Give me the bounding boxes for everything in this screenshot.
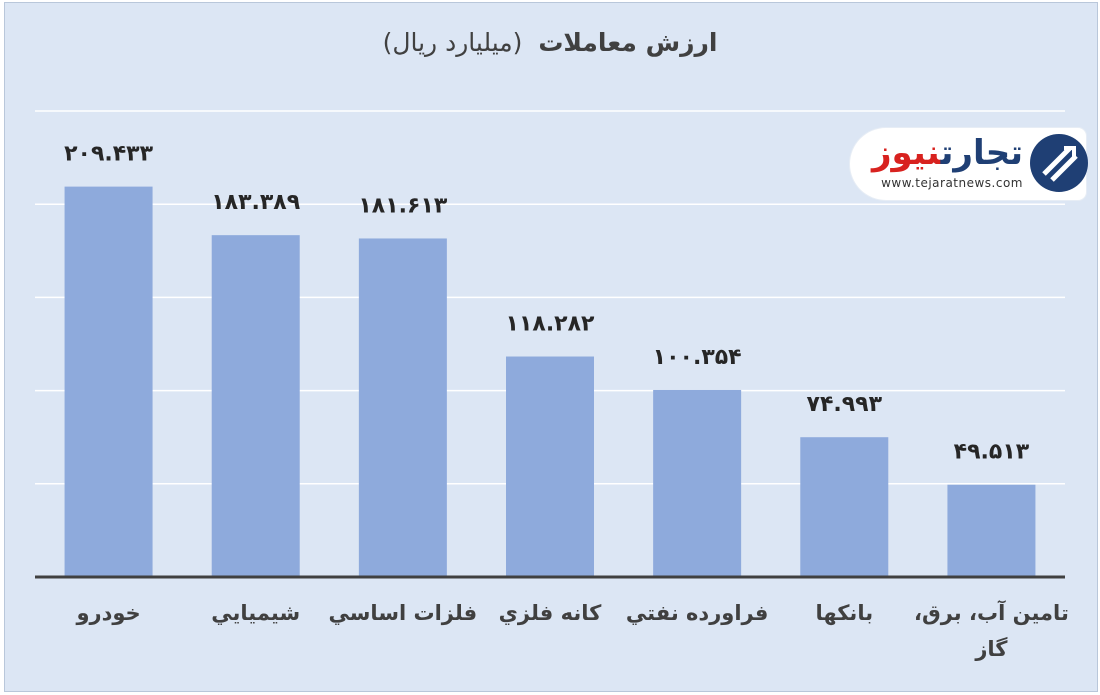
data-label: ۱۸۱.۶۱۳ xyxy=(358,193,447,218)
data-label: ۲۰۹.۴۳۳ xyxy=(64,142,153,167)
bar xyxy=(358,238,447,577)
chart-title: ارزش معاملات (میلیارد ریال) xyxy=(0,28,1100,57)
bar xyxy=(64,186,153,577)
category-label: فلزات اساسي xyxy=(329,601,478,625)
watermark-brand-part1: تجارت xyxy=(940,133,1023,173)
chart-title-bold: ارزش معاملات xyxy=(538,28,718,57)
bar xyxy=(506,356,594,577)
category-label: شيميايي xyxy=(211,601,300,625)
watermark-emblem-icon xyxy=(1030,134,1088,192)
category-label: خودرو xyxy=(75,601,140,625)
bar xyxy=(653,389,742,577)
category-label: بانكها xyxy=(815,601,873,625)
bar xyxy=(211,235,300,577)
bar xyxy=(800,437,889,577)
category-label: فراورده نفتي xyxy=(626,601,768,625)
watermark-brand-part2: نیوز xyxy=(871,133,941,173)
data-label: ۴۹.۵۱۳ xyxy=(954,440,1030,465)
watermark-brand: تجارتنیوز xyxy=(858,133,1023,173)
data-label: ۱۸۳.۳۸۹ xyxy=(211,190,300,215)
bar xyxy=(947,484,1036,577)
watermark-url: www.tejaratnews.com xyxy=(881,176,1023,190)
data-label: ۱۱۸.۲۸۲ xyxy=(506,312,595,337)
chart-title-unit: (میلیارد ریال) xyxy=(382,28,523,57)
category-label: كانه فلزي xyxy=(499,601,602,626)
data-label: ۱۰۰.۳۵۴ xyxy=(653,345,742,370)
category-label: تامين آب، برق، گاز xyxy=(914,600,1069,661)
data-label: ۷۴.۹۹۳ xyxy=(807,392,883,417)
